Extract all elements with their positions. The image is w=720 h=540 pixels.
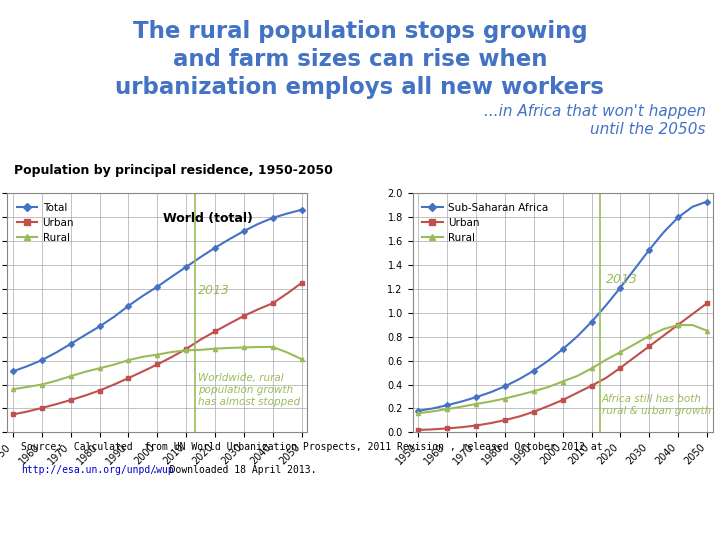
Legend: Sub-Saharan Africa, Urban, Rural: Sub-Saharan Africa, Urban, Rural <box>418 198 552 247</box>
Text: Worldwide, rural
population growth
has almost stopped: Worldwide, rural population growth has a… <box>198 373 300 407</box>
Legend: Total, Urban, Rural: Total, Urban, Rural <box>12 198 78 247</box>
Text: 2013: 2013 <box>198 284 230 296</box>
Text: 2013: 2013 <box>606 273 638 286</box>
Text: World (total): World (total) <box>163 212 253 225</box>
Text: http://esa.un.org/unpd/wup: http://esa.un.org/unpd/wup <box>22 465 174 475</box>
Text: Africa still has both
rural & urban growth: Africa still has both rural & urban grow… <box>602 394 711 416</box>
Text: The rural population stops growing
and farm sizes can rise when
urbanization emp: The rural population stops growing and f… <box>115 19 605 99</box>
Text: Source:  Calculated  from UN World Urbanization Prospects, 2011 Revision , relea: Source: Calculated from UN World Urbaniz… <box>22 442 603 453</box>
Text: .  Downloaded 18 April 2013.: . Downloaded 18 April 2013. <box>152 465 316 475</box>
Text: ...in Africa that won't happen
until the 2050s: ...in Africa that won't happen until the… <box>484 104 706 137</box>
Text: Population by principal residence, 1950-2050: Population by principal residence, 1950-… <box>14 164 333 177</box>
